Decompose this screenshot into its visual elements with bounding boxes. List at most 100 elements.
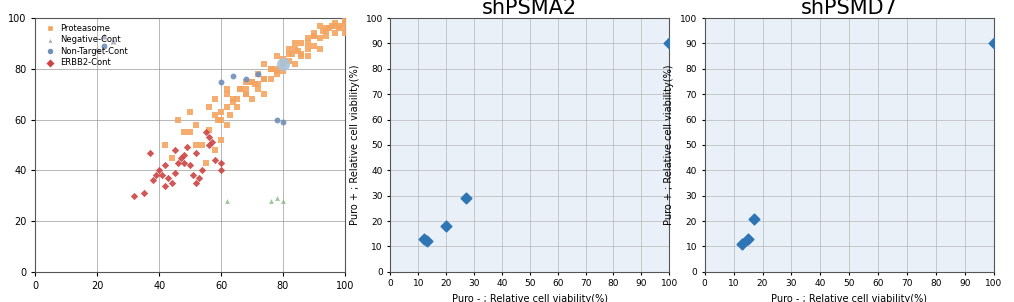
Proteasome <box>306 34 322 38</box>
Point <box>416 236 432 241</box>
Proteasome <box>299 41 315 46</box>
Proteasome <box>243 79 260 84</box>
ERBB2-Cont <box>166 170 183 175</box>
Proteasome <box>183 110 199 114</box>
Negative-Cont <box>95 34 112 38</box>
Proteasome <box>293 51 309 56</box>
ERBB2-Cont <box>136 191 152 196</box>
Proteasome <box>207 112 223 117</box>
Point <box>219 198 235 203</box>
ERBB2-Cont <box>178 145 195 150</box>
Proteasome <box>331 26 347 31</box>
Proteasome <box>306 43 322 48</box>
Proteasome <box>269 54 285 59</box>
Proteasome <box>257 77 273 82</box>
Negative-Cont <box>104 39 121 43</box>
ERBB2-Cont <box>192 175 208 180</box>
Proteasome <box>337 21 353 26</box>
Proteasome <box>207 148 223 153</box>
Proteasome <box>284 51 300 56</box>
Proteasome <box>315 28 332 33</box>
ERBB2-Cont <box>157 163 173 168</box>
ERBB2-Cont <box>189 150 205 155</box>
ERBB2-Cont <box>207 158 223 162</box>
ERBB2-Cont <box>148 173 164 178</box>
Non-Target-Cont <box>275 120 291 124</box>
ERBB2-Cont <box>183 163 199 168</box>
Proteasome <box>250 72 267 76</box>
Proteasome <box>312 46 329 51</box>
Proteasome <box>290 49 306 53</box>
Proteasome <box>263 66 279 71</box>
Proteasome <box>321 26 338 31</box>
Proteasome <box>337 18 353 23</box>
Proteasome <box>318 26 335 31</box>
Proteasome <box>201 127 217 132</box>
Proteasome <box>318 34 335 38</box>
X-axis label: Puro - ; Relative cell viability(%): Puro - ; Relative cell viability(%) <box>772 294 927 302</box>
Proteasome <box>275 56 291 61</box>
Proteasome <box>293 54 309 59</box>
Proteasome <box>175 130 192 135</box>
ERBB2-Cont <box>175 160 192 165</box>
Point <box>745 216 762 221</box>
Non-Target-Cont <box>269 117 285 122</box>
Proteasome <box>183 130 199 135</box>
Proteasome <box>312 36 329 41</box>
Proteasome <box>237 92 254 97</box>
ERBB2-Cont <box>204 140 220 145</box>
Proteasome <box>250 87 267 92</box>
Proteasome <box>163 155 179 160</box>
Proteasome <box>213 117 229 122</box>
Proteasome <box>293 41 309 46</box>
ERBB2-Cont <box>169 160 186 165</box>
ERBB2-Cont <box>157 183 173 188</box>
Proteasome <box>287 46 303 51</box>
Point <box>275 61 291 66</box>
Proteasome <box>328 31 344 36</box>
Point <box>734 242 750 246</box>
Proteasome <box>318 28 335 33</box>
Proteasome <box>263 66 279 71</box>
Proteasome <box>299 54 315 59</box>
Non-Target-Cont <box>237 77 254 82</box>
ERBB2-Cont <box>175 153 192 158</box>
ERBB2-Cont <box>201 135 217 140</box>
Proteasome <box>337 26 353 31</box>
Proteasome <box>225 99 241 104</box>
ERBB2-Cont <box>163 181 179 185</box>
X-axis label: Puro - ; Relative cell viability(%): Puro - ; Relative cell viability(%) <box>452 294 607 302</box>
ERBB2-Cont <box>172 155 189 160</box>
Proteasome <box>198 160 214 165</box>
ERBB2-Cont <box>142 150 158 155</box>
Point <box>275 198 291 203</box>
Y-axis label: Puro + ; Relative cell viability(%): Puro + ; Relative cell viability(%) <box>664 65 674 225</box>
ERBB2-Cont <box>201 143 217 147</box>
Proteasome <box>189 143 205 147</box>
Point <box>438 224 454 229</box>
Non-Target-Cont <box>213 79 229 84</box>
Point <box>269 196 285 201</box>
ERBB2-Cont <box>189 181 205 185</box>
Proteasome <box>269 69 285 74</box>
Proteasome <box>257 77 273 82</box>
Proteasome <box>324 23 341 28</box>
Point <box>986 41 1002 46</box>
ERBB2-Cont <box>213 160 229 165</box>
Proteasome <box>275 69 291 74</box>
Proteasome <box>222 112 238 117</box>
Proteasome <box>328 21 344 26</box>
Point <box>457 196 474 201</box>
Proteasome <box>299 36 315 41</box>
Proteasome <box>195 143 211 147</box>
ERBB2-Cont <box>127 193 143 198</box>
Proteasome <box>169 117 186 122</box>
Proteasome <box>213 110 229 114</box>
ERBB2-Cont <box>160 175 176 180</box>
ERBB2-Cont <box>154 173 170 178</box>
Y-axis label: Puro + ; Relative cell viability(%): Puro + ; Relative cell viability(%) <box>350 65 360 225</box>
Title: shPSMA2: shPSMA2 <box>483 0 577 18</box>
Proteasome <box>312 23 329 28</box>
Point <box>661 41 677 46</box>
Title: shPSMD7: shPSMD7 <box>801 0 897 18</box>
